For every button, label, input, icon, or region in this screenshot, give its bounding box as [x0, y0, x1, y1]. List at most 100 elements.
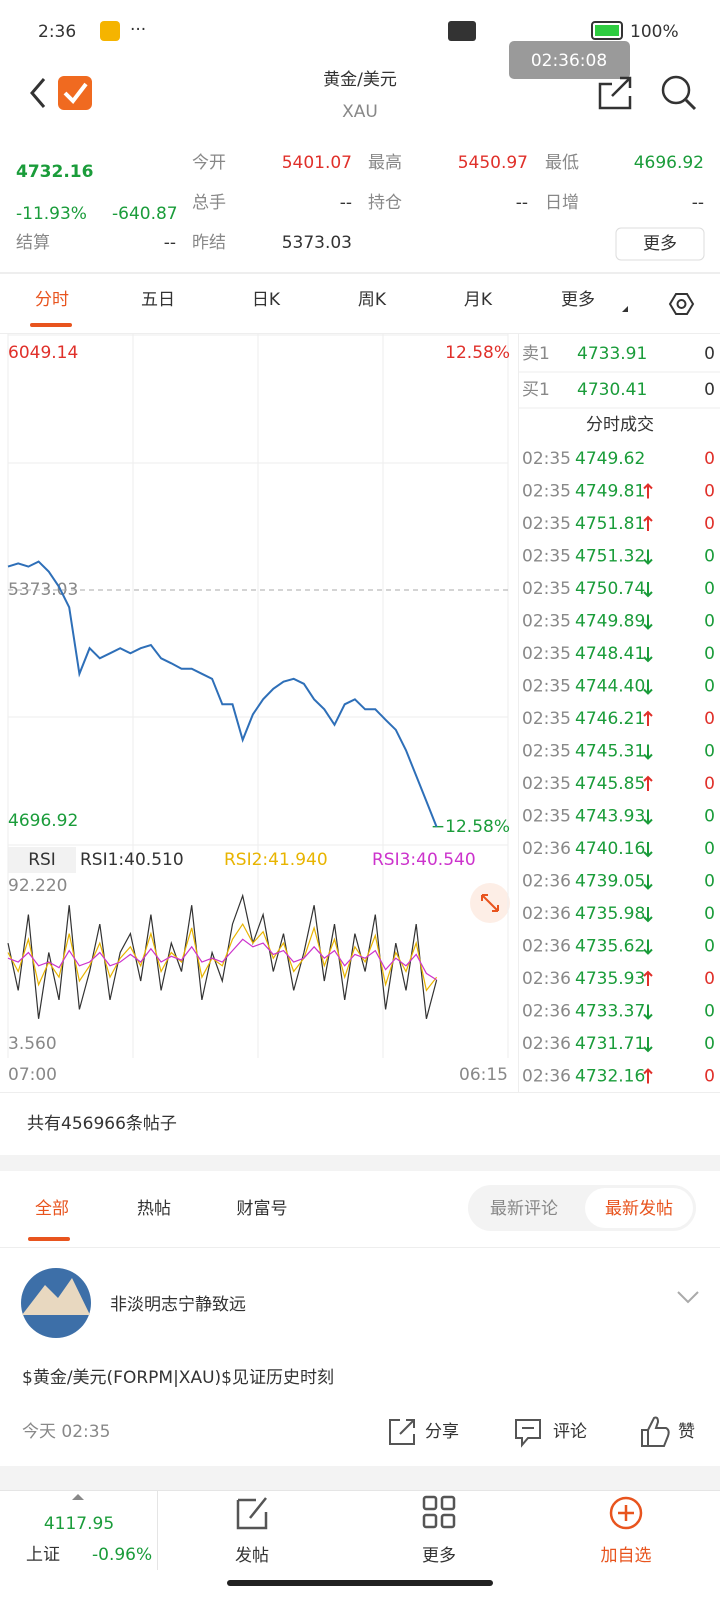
logo — [58, 76, 92, 110]
more-button[interactable] — [615, 227, 705, 261]
trade-time: 02:35 — [522, 644, 571, 664]
gap — [0, 1466, 720, 1490]
field-value: 5450.97 — [458, 153, 528, 173]
comment-icon[interactable] — [515, 1419, 541, 1448]
trade-price: 4739.05 — [575, 872, 645, 892]
tab[interactable]: 周K — [358, 290, 387, 310]
tab[interactable]: 五日 — [141, 290, 175, 310]
more-icon[interactable] — [422, 1495, 456, 1529]
arrow-down — [643, 842, 653, 858]
post-count: 共有456966条帖子 — [27, 1114, 177, 1134]
settings[interactable] — [668, 293, 695, 315]
trade-price: 4750.74 — [575, 579, 645, 599]
field-value: 4696.92 — [634, 153, 704, 173]
trade-price: 4745.31 — [575, 742, 645, 762]
tab-indicator — [30, 323, 72, 327]
trade-time: 02:35 — [522, 709, 571, 729]
nav-item[interactable]: 更多 — [422, 1546, 456, 1566]
field-label: 日增 — [545, 193, 579, 213]
tab[interactable]: 更多 — [561, 290, 595, 310]
tab[interactable]: 日K — [252, 290, 281, 310]
x-label: 07:00 — [8, 1065, 57, 1085]
field-label: 昨结 — [192, 233, 226, 253]
expand-icon — [481, 894, 499, 912]
trade-volume: 0 — [704, 904, 715, 924]
line — [7, 938, 437, 981]
arrow-up — [643, 1068, 653, 1084]
field-label: 最低 — [545, 153, 579, 173]
trade-volume: 0 — [704, 677, 715, 697]
title: 黄金/美元 — [323, 70, 397, 90]
line — [7, 922, 438, 992]
line — [7, 893, 438, 1019]
action[interactable]: 分享 — [425, 1422, 459, 1442]
divider — [0, 1092, 720, 1093]
book-title: 分时成交 — [586, 415, 654, 435]
post-icon[interactable] — [236, 1497, 268, 1530]
arrow-down — [643, 1004, 653, 1020]
trade-time: 02:35 — [522, 514, 571, 534]
tab[interactable]: 分时 — [35, 290, 69, 310]
battery-icon — [591, 21, 623, 40]
trade-volume: 0 — [704, 579, 715, 599]
sort-active[interactable] — [585, 1188, 693, 1228]
nav-item[interactable]: 发帖 — [235, 1546, 269, 1566]
book-price: 4730.41 — [577, 380, 647, 400]
back[interactable] — [30, 78, 46, 108]
trade-time: 02:35 — [522, 482, 571, 502]
field-value: -- — [692, 193, 704, 213]
like-icon[interactable] — [641, 1416, 670, 1447]
trade-volume: 0 — [704, 514, 715, 534]
book-label: 卖1 — [522, 344, 550, 364]
trade-volume: 0 — [704, 612, 715, 632]
action[interactable]: 评论 — [553, 1422, 587, 1442]
search[interactable] — [661, 75, 691, 105]
share-icon[interactable] — [389, 1419, 415, 1445]
arrow-up — [643, 483, 653, 499]
trade-volume: 0 — [704, 449, 715, 469]
field-value: -- — [340, 193, 352, 213]
index-value[interactable]: 4117.95 — [44, 1514, 114, 1534]
add-icon[interactable] — [609, 1496, 643, 1530]
post-time: 今天 02:35 — [22, 1422, 110, 1442]
divider — [0, 272, 720, 274]
chevron[interactable] — [677, 1291, 699, 1304]
post-tab[interactable]: 热帖 — [137, 1199, 171, 1219]
trade-volume: 0 — [704, 709, 715, 729]
line — [7, 560, 438, 828]
tab[interactable]: 月K — [464, 290, 493, 310]
overlay-time: 02:36:08 — [531, 51, 607, 71]
arrow-down — [643, 939, 653, 955]
sort-option[interactable]: 最新发帖 — [605, 1199, 673, 1219]
book-volume: 0 — [704, 380, 715, 400]
share[interactable] — [598, 76, 632, 110]
book-volume: 0 — [704, 344, 715, 364]
trade-volume: 0 — [704, 1002, 715, 1022]
action[interactable]: 赞 — [678, 1422, 695, 1442]
time-overlay — [509, 41, 630, 79]
add-plus — [618, 1505, 634, 1521]
field-label: 持仓 — [368, 193, 402, 213]
trade-time: 02:36 — [522, 872, 571, 892]
battery-level — [595, 25, 619, 36]
status-time: 2:36 — [38, 22, 76, 42]
arrow-down — [643, 679, 653, 695]
trade-price: 4745.85 — [575, 774, 645, 794]
trade-time: 02:35 — [522, 774, 571, 794]
sort-option[interactable]: 最新评论 — [490, 1199, 558, 1219]
nav-item[interactable]: 加自选 — [601, 1546, 652, 1566]
search-handle — [684, 98, 697, 111]
field-value: -- — [164, 233, 176, 253]
post-tab[interactable]: 财富号 — [237, 1199, 288, 1219]
trade-price: 4733.37 — [575, 1002, 645, 1022]
trade-time: 02:35 — [522, 807, 571, 827]
book-price: 4733.91 — [577, 344, 647, 364]
trade-price: 4746.21 — [575, 709, 645, 729]
home-indicator — [227, 1580, 493, 1586]
rsi-tab[interactable] — [8, 847, 76, 873]
trade-volume: 0 — [704, 937, 715, 957]
trade-time: 02:36 — [522, 1067, 571, 1087]
post-tab[interactable]: 全部 — [35, 1199, 69, 1219]
settings-dot — [676, 299, 687, 309]
y-tick-label: 5373.03 — [8, 580, 78, 600]
